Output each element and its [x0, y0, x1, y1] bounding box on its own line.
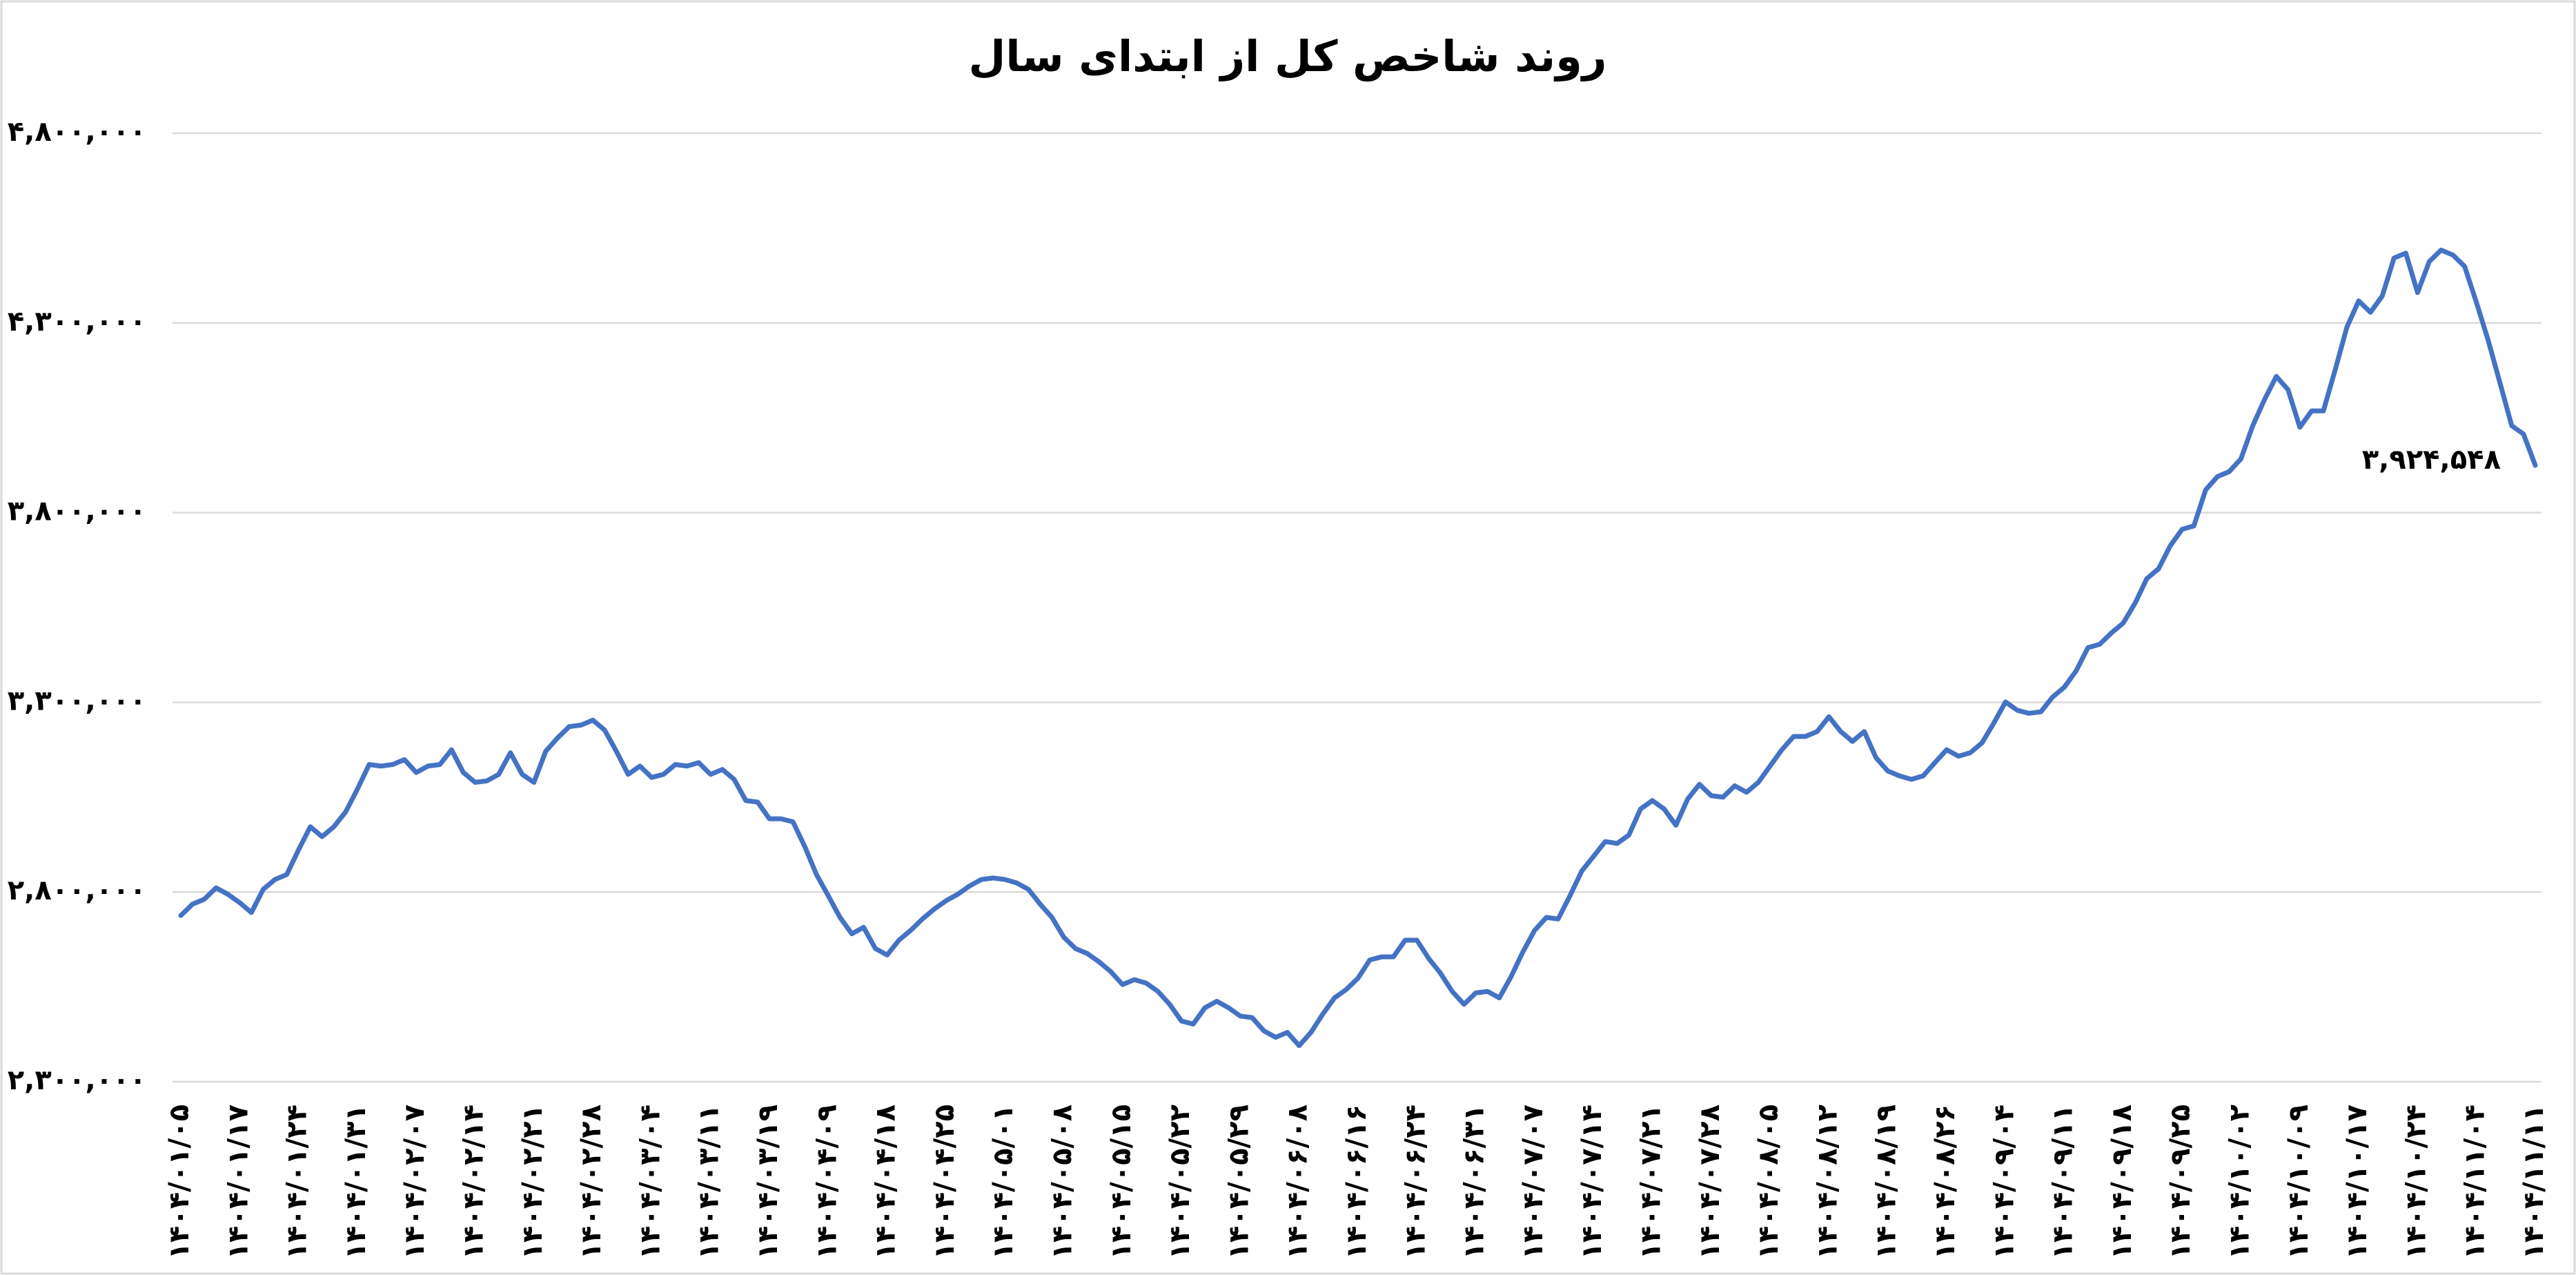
- x-tick-label: ۱۴۰۴/۰۸/۱۹: [1871, 1104, 1902, 1260]
- x-tick-label: ۱۴۰۴/۰۶/۲۴: [1399, 1104, 1431, 1260]
- x-tick-label: ۱۴۰۴/۰۴/۰۹: [811, 1104, 843, 1260]
- x-tick-label: ۱۴۰۴/۰۷/۲۸: [1694, 1104, 1726, 1260]
- x-tick-label: ۱۴۰۴/۱۰/۱۷: [2341, 1104, 2373, 1260]
- x-tick-label: ۱۴۰۴/۰۱/۳۱: [340, 1104, 372, 1260]
- x-tick-label: ۱۴۰۴/۰۹/۱۱: [2047, 1104, 2079, 1260]
- x-tick-label: ۱۴۰۴/۰۲/۲۸: [576, 1104, 607, 1260]
- x-tick-label: ۱۴۰۴/۰۱/۲۴: [282, 1104, 313, 1260]
- x-tick-label: ۱۴۰۴/۰۸/۲۶: [1929, 1104, 1961, 1260]
- y-tick-label: ۲,۸۰۰,۰۰۰: [8, 875, 146, 906]
- x-tick-label: ۱۴۰۴/۰۱/۰۵: [164, 1104, 195, 1260]
- x-tick-label: ۱۴۰۴/۰۴/۱۸: [870, 1104, 902, 1260]
- x-tick-label: ۱۴۰۴/۰۷/۰۷: [1517, 1104, 1549, 1260]
- y-tick-label: ۳,۳۰۰,۰۰۰: [8, 685, 146, 717]
- x-tick-label: ۱۴۰۴/۰۲/۲۱: [517, 1104, 549, 1260]
- y-tick-label: ۲,۳۰۰,۰۰۰: [8, 1064, 146, 1096]
- x-tick-label: ۱۴۰۴/۱۰/۰۹: [2283, 1104, 2314, 1260]
- x-tick-label: ۱۴۰۴/۰۱/۱۷: [222, 1104, 254, 1260]
- x-tick-label: ۱۴۰۴/۰۶/۰۸: [1282, 1104, 1314, 1260]
- x-tick-label: ۱۴۰۴/۰۹/۰۴: [1988, 1104, 2020, 1260]
- x-tick-label: ۱۴۰۴/۰۹/۲۵: [2165, 1104, 2196, 1260]
- x-tick-label: ۱۴۰۴/۰۷/۲۱: [1635, 1104, 1667, 1260]
- x-tick-label: ۱۴۰۴/۰۳/۰۴: [634, 1104, 666, 1260]
- chart-title: روند شاخص کل از ابتدای سال: [969, 31, 1607, 82]
- x-tick-label: ۱۴۰۴/۰۷/۱۴: [1576, 1104, 1608, 1260]
- x-tick-label: ۱۴۰۴/۰۳/۱۱: [694, 1104, 725, 1260]
- x-tick-label: ۱۴۰۴/۰۲/۱۴: [458, 1104, 490, 1260]
- y-tick-label: ۳,۸۰۰,۰۰۰: [8, 496, 146, 527]
- x-tick-label: ۱۴۰۴/۰۳/۱۹: [752, 1104, 784, 1260]
- x-tick-label: ۱۴۰۴/۰۶/۱۶: [1341, 1104, 1373, 1260]
- data-line: [178, 247, 2538, 1049]
- y-tick-label: ۴,۳۰۰,۰۰۰: [8, 306, 146, 338]
- x-tick-label: ۱۴۰۴/۰۴/۲۵: [929, 1104, 961, 1260]
- x-tick-label: ۱۴۰۴/۰۹/۱۸: [2106, 1104, 2138, 1260]
- x-tick-label: ۱۴۰۴/۰۸/۰۵: [1753, 1104, 1784, 1260]
- x-tick-label: ۱۴۰۴/۰۸/۱۲: [1811, 1104, 1843, 1260]
- x-tick-label: ۱۴۰۴/۱۰/۰۲: [2224, 1104, 2256, 1260]
- x-tick-label: ۱۴۰۴/۰۵/۲۲: [1164, 1104, 1196, 1260]
- x-tick-label: ۱۴۰۴/۰۲/۰۷: [399, 1104, 431, 1260]
- x-tick-label: ۱۴۰۴/۰۶/۳۱: [1459, 1104, 1491, 1260]
- x-tick-label: ۱۴۰۴/۰۵/۰۸: [1047, 1104, 1079, 1260]
- x-tick-label: ۱۴۰۴/۰۵/۰۱: [987, 1104, 1019, 1260]
- x-tick-label: ۱۴۰۴/۱۰/۲۴: [2400, 1104, 2432, 1260]
- data-label: ۳,۹۲۴,۵۴۸: [2362, 444, 2501, 476]
- y-tick-label: ۴,۸۰۰,۰۰۰: [8, 116, 146, 148]
- x-tick-label: ۱۴۰۴/۱۱/۰۴: [2459, 1104, 2491, 1260]
- x-tick-label: ۱۴۰۴/۰۵/۲۹: [1223, 1104, 1255, 1260]
- x-tick-label: ۱۴۰۴/۰۵/۱۵: [1105, 1104, 1137, 1260]
- x-tick-label: ۱۴۰۴/۱۱/۱۱: [2518, 1104, 2550, 1260]
